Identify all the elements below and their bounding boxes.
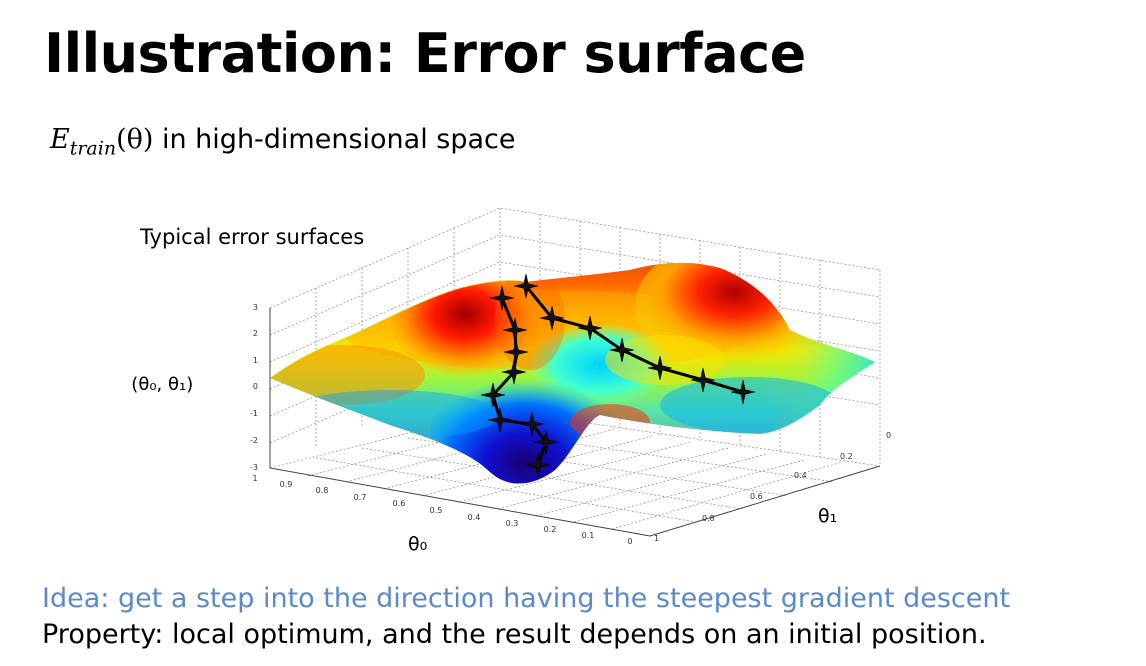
theta1-tick-label: 0.6 bbox=[750, 492, 763, 501]
theta0-tick-label: 0.8 bbox=[316, 486, 329, 495]
theta0-tick-label: 0.6 bbox=[393, 499, 406, 508]
y-axis-label: θ₁ bbox=[818, 505, 837, 527]
path-marker bbox=[502, 317, 528, 343]
z-tick-label: 3 bbox=[253, 303, 258, 312]
path-marker bbox=[501, 359, 527, 385]
subtitle-text: in high-dimensional space bbox=[153, 124, 516, 155]
error-surface-plot: 3 2 1 0 -1 -2 -3 1 0.9 0.8 0.7 0.6 0.5 0… bbox=[125, 207, 891, 555]
property-text: Property: local optimum, and the result … bbox=[42, 619, 987, 650]
slide-subtitle: Etrain(θ) in high-dimensional space bbox=[50, 124, 516, 159]
theta0-tick-label: 0 bbox=[627, 537, 632, 546]
path-marker bbox=[503, 339, 529, 365]
theta1-axis-ticks: 1 0.8 0.6 0.4 0.2 0 bbox=[654, 431, 891, 543]
slide-title: Illustration: Error surface bbox=[44, 22, 806, 85]
x-axis-label: θ₀ bbox=[408, 533, 427, 555]
z-axis-ticks: 3 2 1 0 -1 -2 -3 bbox=[250, 303, 258, 472]
theta0-tick-label: 1 bbox=[252, 474, 257, 483]
theta0-tick-label: 0.4 bbox=[468, 513, 481, 522]
theta0-tick-label: 0.3 bbox=[506, 519, 519, 528]
path-marker bbox=[525, 452, 551, 478]
theta0-axis-ticks: 1 0.9 0.8 0.7 0.6 0.5 0.4 0.3 0.2 0.1 0 bbox=[252, 474, 632, 546]
path-marker bbox=[513, 273, 539, 299]
path-marker bbox=[577, 315, 603, 341]
z-tick-label: 0 bbox=[253, 382, 258, 391]
path-marker bbox=[480, 382, 506, 408]
z-tick-label: -3 bbox=[250, 463, 258, 472]
path-markers bbox=[480, 273, 756, 478]
path-marker bbox=[539, 305, 565, 331]
z-tick-label: 2 bbox=[253, 329, 258, 338]
figure-caption: Typical error surfaces bbox=[139, 225, 364, 249]
error-surface-figure: 3 2 1 0 -1 -2 -3 1 0.9 0.8 0.7 0.6 0.5 0… bbox=[125, 200, 910, 574]
theta1-tick-label: 0.2 bbox=[840, 452, 853, 461]
theta0-tick-label: 0.2 bbox=[544, 525, 557, 534]
path-marker bbox=[730, 379, 756, 405]
theta0-tick-label: 0.7 bbox=[354, 493, 367, 502]
path-marker bbox=[519, 411, 545, 437]
path-marker bbox=[533, 429, 559, 455]
z-tick-label: -1 bbox=[250, 409, 258, 418]
path-marker bbox=[690, 367, 716, 393]
axes bbox=[269, 308, 881, 537]
path-marker bbox=[647, 355, 673, 381]
theta0-tick-label: 0.5 bbox=[430, 506, 443, 515]
z-tick-label: 1 bbox=[253, 356, 258, 365]
z-axis-label: J(θ₀, θ₁) bbox=[130, 374, 193, 395]
path-marker bbox=[609, 337, 635, 363]
theta1-tick-label: 0.4 bbox=[794, 471, 807, 480]
path-marker bbox=[489, 285, 515, 311]
path-marker bbox=[487, 407, 513, 433]
theta1-tick-label: 1 bbox=[654, 534, 659, 543]
z-tick-label: -2 bbox=[250, 436, 258, 445]
idea-text: Idea: get a step into the direction havi… bbox=[42, 583, 1011, 614]
theta0-tick-label: 0.9 bbox=[280, 480, 293, 489]
subtitle-formula: Etrain(θ) bbox=[50, 124, 154, 160]
theta1-tick-label: 0 bbox=[886, 431, 891, 440]
theta1-tick-label: 0.8 bbox=[702, 514, 715, 523]
theta0-tick-label: 0.1 bbox=[582, 531, 595, 540]
error-surface bbox=[270, 262, 875, 484]
